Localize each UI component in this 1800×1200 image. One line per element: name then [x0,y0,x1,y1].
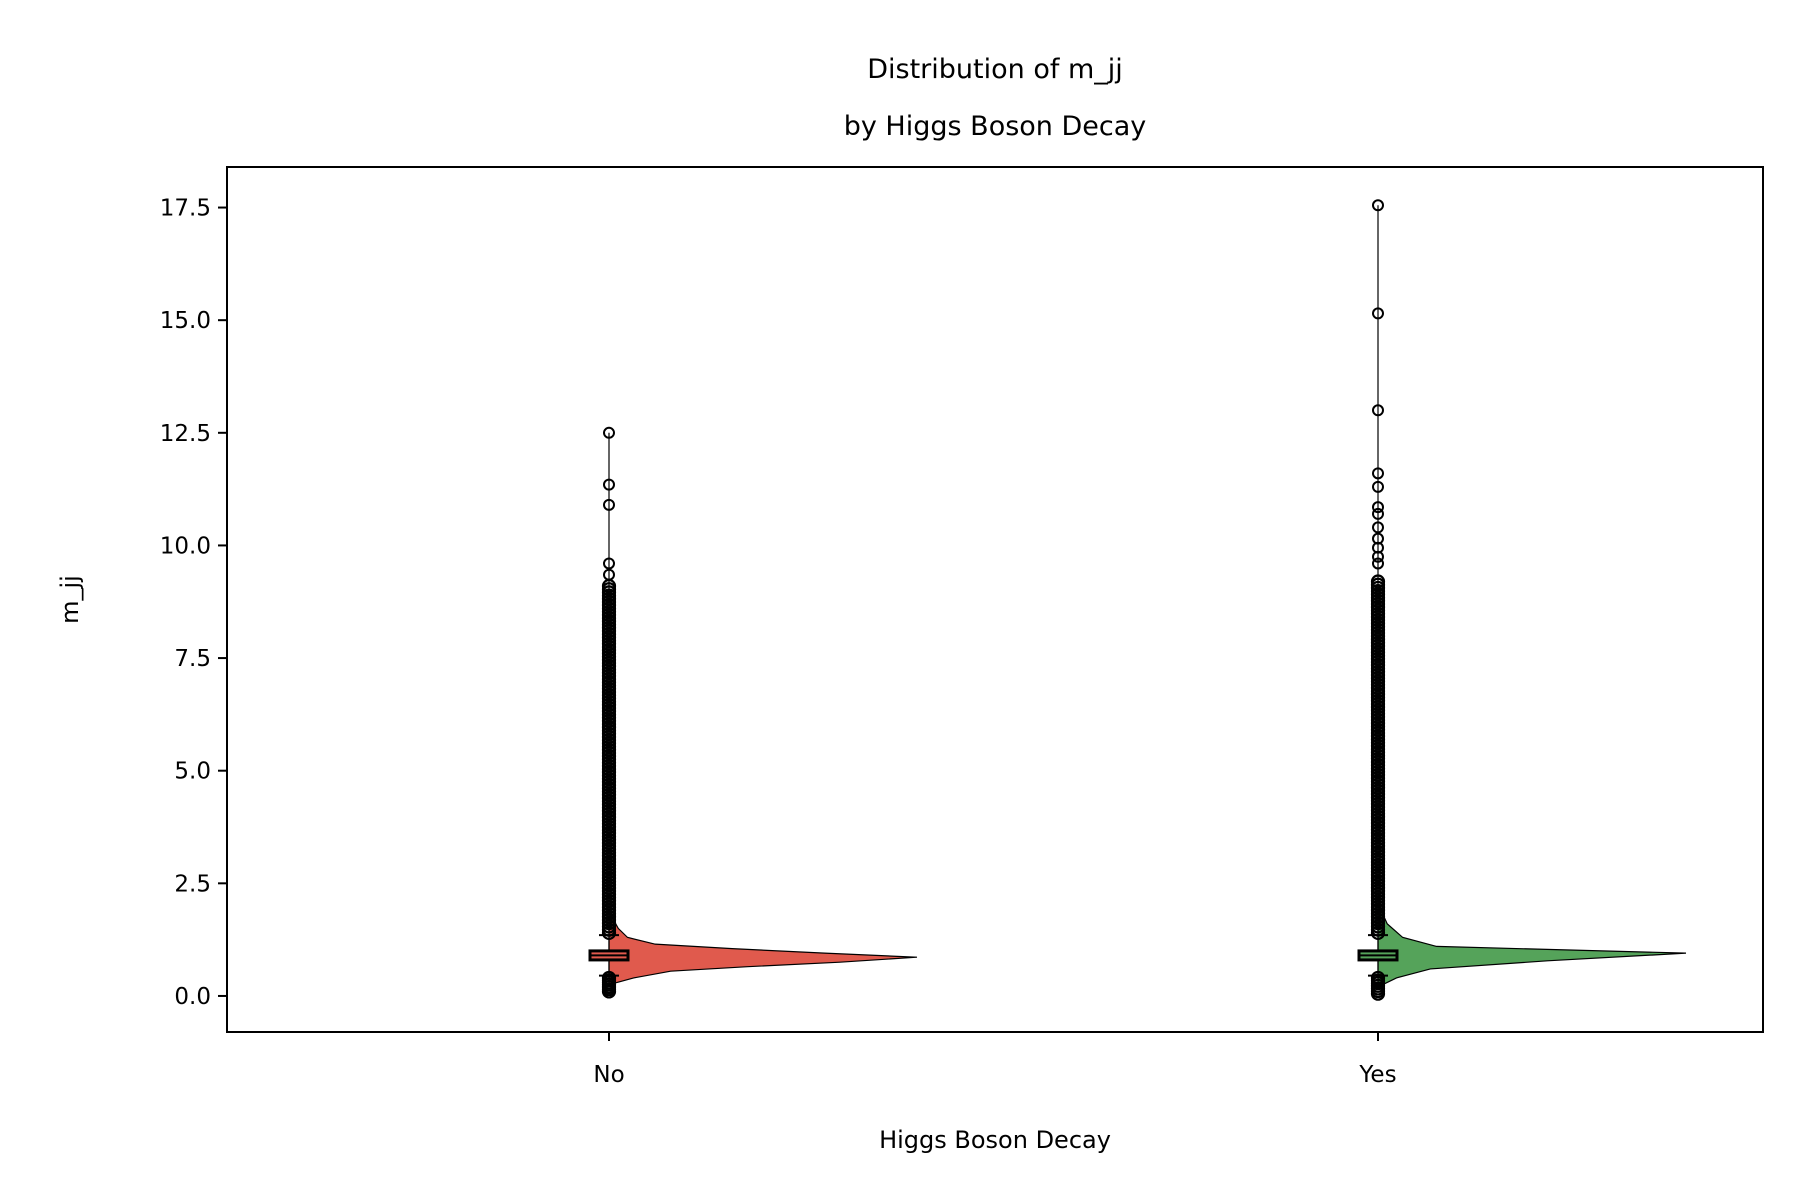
violin-shape [608,910,918,986]
y-tick-label: 15.0 [160,308,211,334]
x-axis: No Yes [593,1032,1397,1088]
y-tick-label: 17.5 [160,196,211,222]
outlier-point [603,426,615,439]
y-tick-label: 2.5 [174,871,211,897]
y-tick-label: 12.5 [160,421,211,447]
y-axis-label: m_jj [56,575,84,624]
outlier-point [1372,507,1384,520]
outlier-point [1372,404,1384,417]
chart-title-line: Distribution of m_jj [867,54,1123,85]
outlier-point [603,568,615,581]
outlier-point [1372,501,1384,514]
y-axis: 0.0 2.5 5.0 7.5 10.0 12.5 15.0 17.5 [160,196,227,1010]
plot-area [588,199,1687,1001]
x-tick-label: Yes [1358,1062,1396,1088]
outlier-point [603,498,615,511]
x-tick-label: No [593,1062,624,1088]
outlier-point [1372,307,1384,320]
violin-shape [1377,892,1687,988]
y-tick-label: 0.0 [174,984,211,1010]
outlier-point [1370,574,1386,589]
plot-frame [226,166,1764,1033]
chart-title-line: by Higgs Boson Decay [844,111,1147,142]
outlier-point [1372,480,1384,493]
outlier-point [1372,557,1384,570]
outlier-point [1370,970,1386,986]
outlier-point [601,970,617,986]
outlier-point [1372,521,1384,534]
outlier-point [1372,550,1384,563]
outlier-point [1372,199,1384,212]
y-tick-label: 7.5 [174,646,211,672]
violin-group-no [588,426,918,999]
y-tick-label: 5.0 [174,759,211,785]
y-tick-label: 10.0 [160,533,211,559]
outlier-point [603,557,615,570]
violin-group-yes [1357,199,1687,1001]
outlier-point [1372,467,1384,480]
x-axis-label: Higgs Boson Decay [879,1126,1111,1154]
outlier-point [603,478,615,491]
